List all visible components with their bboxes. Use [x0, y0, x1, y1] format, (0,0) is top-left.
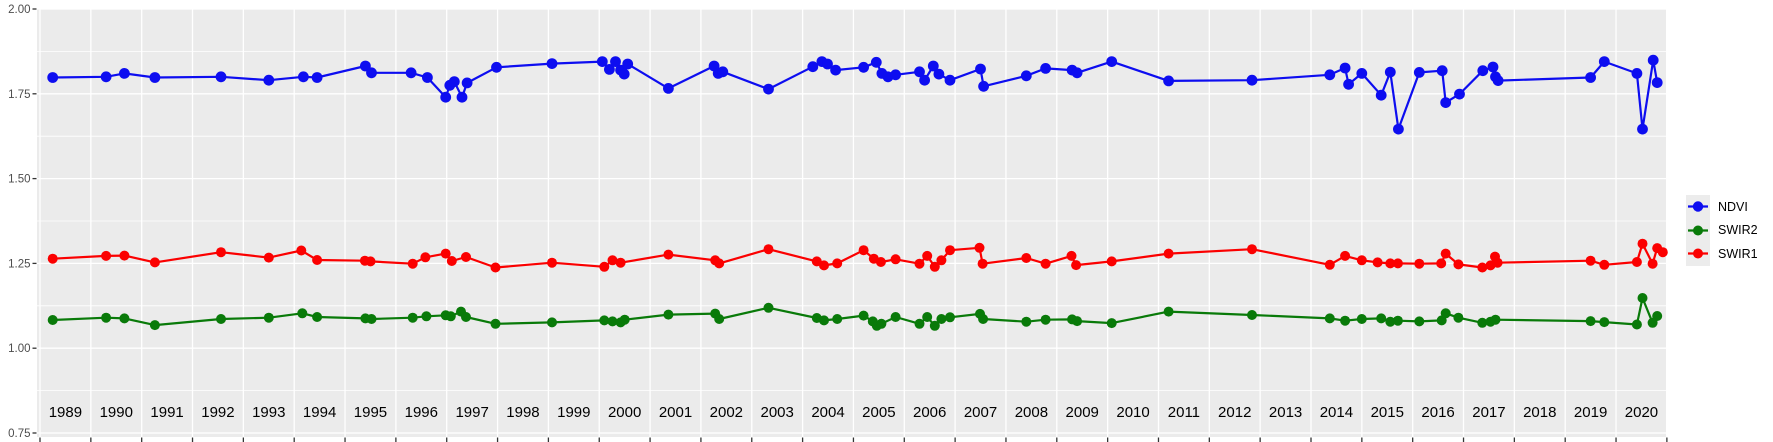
x-axis-label: 1994 — [303, 404, 336, 421]
legend: NDVI SWIR2 SWIR1 — [1686, 195, 1758, 266]
x-axis-label: 1999 — [557, 404, 590, 421]
legend-key-ndvi — [1686, 195, 1710, 219]
y-axis-label: 1.00 — [8, 343, 30, 355]
legend-label-ndvi: NDVI — [1718, 199, 1748, 214]
x-axis-label: 2011 — [1168, 404, 1200, 421]
series-points-NDVI — [47, 54, 1663, 135]
x-axis-label: 1995 — [354, 404, 387, 421]
legend-label-swir2: SWIR2 — [1718, 223, 1758, 237]
x-axis-label: 2000 — [608, 404, 641, 421]
x-axis-label: 2009 — [1066, 404, 1099, 421]
x-axis-labels: 1989 1990 1991 1992 1993 1994 1995 1996 1997 1998… — [49, 404, 1658, 421]
x-axis-label: 2002 — [710, 404, 743, 421]
y-axis-label: 1.50 — [8, 174, 30, 186]
gridlines-minor-y — [37, 51, 1666, 392]
x-axis-label: 1996 — [405, 404, 438, 421]
x-axis-label: 1992 — [201, 404, 234, 421]
legend-key-swir1 — [1686, 242, 1710, 266]
series-points-SWIR2 — [47, 293, 1663, 331]
legend-glyph-ndvi-icon — [1688, 201, 1708, 212]
x-axis-label: 2007 — [964, 404, 997, 421]
x-tick-marks — [39, 437, 1668, 442]
x-axis-label: 1997 — [455, 404, 488, 421]
legend-item-ndvi: NDVI — [1686, 195, 1758, 219]
x-axis-label: 2012 — [1218, 404, 1251, 421]
x-axis-label: 2008 — [1015, 404, 1048, 421]
series-points-SWIR1 — [47, 238, 1668, 273]
x-axis-label: 2017 — [1472, 404, 1505, 421]
gridlines-major-x — [39, 9, 1668, 437]
x-axis-label: 1990 — [100, 404, 133, 421]
legend-item-swir2: SWIR2 — [1686, 218, 1758, 242]
x-axis-label: 2020 — [1625, 404, 1658, 421]
x-axis-label: 1993 — [252, 404, 285, 421]
legend-glyph-swir1-icon — [1688, 248, 1708, 259]
y-axis-label: 0.75 — [8, 428, 30, 440]
x-axis-label: 2010 — [1116, 404, 1149, 421]
legend-item-swir1: SWIR1 — [1686, 242, 1758, 266]
x-axis-label: 2006 — [913, 404, 946, 421]
plot-panel — [37, 9, 1666, 437]
x-axis-label: 2003 — [760, 404, 793, 421]
x-axis-label: 1989 — [49, 404, 82, 421]
x-axis-label: 1991 — [150, 404, 183, 421]
x-axis-label: 2013 — [1269, 404, 1302, 421]
x-axis-label: 2015 — [1371, 404, 1404, 421]
legend-glyph-swir2-icon — [1688, 225, 1708, 236]
x-axis-label: 2001 — [659, 404, 692, 421]
x-axis-label: 2014 — [1320, 404, 1353, 421]
y-axis-labels: 0.75 1.00 1.25 1.50 1.75 2.00 — [8, 4, 30, 440]
x-axis-label: 2004 — [811, 404, 844, 421]
y-axis-label: 1.75 — [8, 89, 30, 101]
legend-label-swir1: SWIR1 — [1718, 246, 1758, 261]
x-axis-label: 2016 — [1421, 404, 1454, 421]
y-tick-marks — [32, 8, 37, 434]
y-axis-label: 2.00 — [8, 4, 30, 16]
y-axis-label: 1.25 — [8, 258, 30, 270]
legend-key-swir2 — [1686, 218, 1710, 242]
x-axis-label: 2018 — [1523, 404, 1556, 421]
x-axis-label: 2019 — [1574, 404, 1607, 421]
gridlines-major-y — [37, 8, 1666, 434]
x-axis-label: 2005 — [862, 404, 895, 421]
x-axis-label: 1998 — [506, 404, 539, 421]
